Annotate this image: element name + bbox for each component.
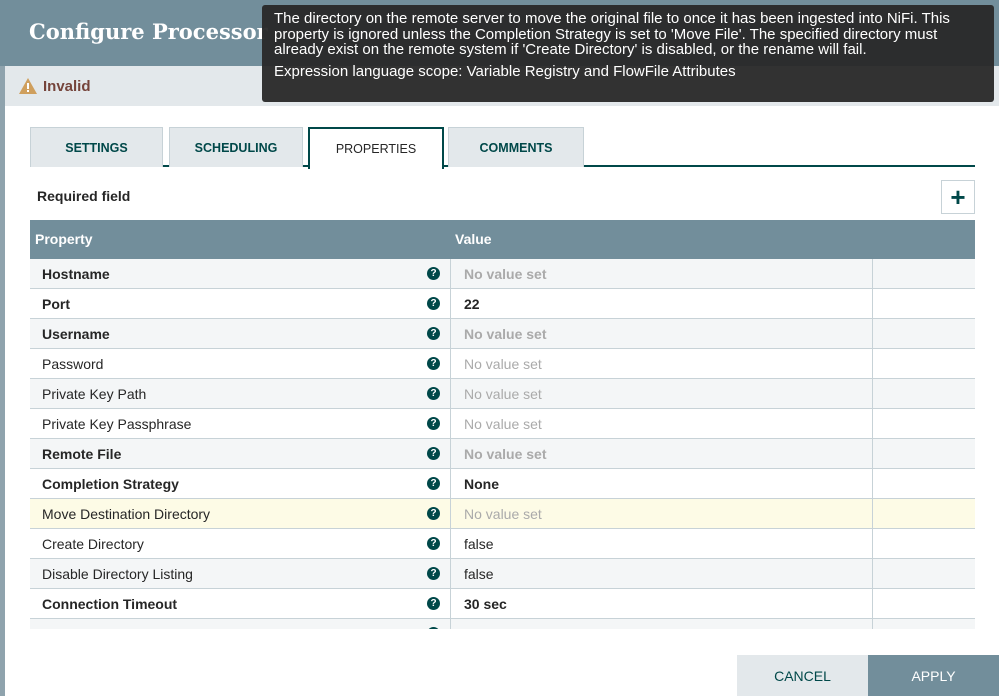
column-divider	[872, 319, 873, 349]
property-name: Data Timeout	[42, 626, 130, 629]
property-value[interactable]: 22	[464, 296, 480, 312]
property-name: Username	[42, 326, 110, 342]
required-field-legend: Required field	[37, 188, 131, 204]
help-icon[interactable]: ?	[427, 267, 440, 280]
table-row[interactable]: Remote File ? No value set	[30, 439, 975, 469]
property-value[interactable]: No value set	[464, 386, 542, 402]
table-row[interactable]: Connection Timeout ? 30 sec	[30, 589, 975, 619]
property-name: Remote File	[42, 446, 122, 462]
help-icon[interactable]: ?	[427, 357, 440, 370]
properties-table: Property Value Hostname ? No value set P…	[30, 220, 975, 629]
warning-icon	[19, 78, 37, 94]
property-name: Private Key Path	[42, 386, 147, 402]
column-header-value: Value	[455, 231, 492, 247]
tooltip-scope: Expression language scope: Variable Regi…	[274, 62, 736, 80]
help-icon[interactable]: ?	[427, 477, 440, 490]
column-divider	[450, 439, 451, 469]
property-value[interactable]: No value set	[464, 266, 547, 282]
property-value[interactable]: No value set	[464, 326, 547, 342]
property-name: Completion Strategy	[42, 476, 179, 492]
table-row[interactable]: Create Directory ? false	[30, 529, 975, 559]
table-row[interactable]: Disable Directory Listing ? false	[30, 559, 975, 589]
table-row[interactable]: Password ? No value set	[30, 349, 975, 379]
column-divider	[872, 499, 873, 529]
property-value[interactable]: None	[464, 476, 499, 492]
column-divider	[872, 559, 873, 589]
column-divider	[450, 529, 451, 559]
table-row[interactable]: Data Timeout ? 30 sec	[30, 619, 975, 629]
property-value[interactable]: No value set	[464, 446, 547, 462]
table-header: Property Value	[30, 220, 975, 259]
column-divider	[872, 469, 873, 499]
property-name: Password	[42, 356, 104, 372]
property-tooltip: The directory on the remote server to mo…	[262, 5, 994, 102]
column-divider	[872, 289, 873, 319]
column-divider	[450, 559, 451, 589]
column-divider	[450, 289, 451, 319]
column-divider	[450, 619, 451, 629]
table-row[interactable]: Completion Strategy ? None	[30, 469, 975, 499]
table-row[interactable]: Private Key Passphrase ? No value set	[30, 409, 975, 439]
column-divider	[872, 379, 873, 409]
column-header-property: Property	[35, 231, 93, 247]
table-row[interactable]: Move Destination Directory ? No value se…	[30, 499, 975, 529]
plus-icon: +	[950, 181, 966, 212]
property-name: Port	[42, 296, 70, 312]
property-name: Move Destination Directory	[42, 506, 211, 522]
help-icon[interactable]: ?	[427, 417, 440, 430]
help-icon[interactable]: ?	[427, 627, 440, 629]
table-row[interactable]: Hostname ? No value set	[30, 259, 975, 289]
property-name: Disable Directory Listing	[42, 566, 193, 582]
tab-comments[interactable]: COMMENTS	[448, 127, 584, 167]
cancel-button[interactable]: CANCEL	[737, 655, 868, 696]
apply-button[interactable]: APPLY	[868, 655, 999, 696]
tooltip-description: The directory on the remote server to mo…	[274, 10, 950, 58]
help-icon[interactable]: ?	[427, 567, 440, 580]
dialog-title: Configure Processor	[29, 19, 268, 44]
tab-properties[interactable]: PROPERTIES	[308, 127, 444, 169]
property-name: Connection Timeout	[42, 596, 178, 612]
property-value[interactable]: false	[464, 536, 494, 552]
help-icon[interactable]: ?	[427, 327, 440, 340]
help-icon[interactable]: ?	[427, 447, 440, 460]
column-divider	[450, 409, 451, 439]
property-name: Hostname	[42, 266, 110, 282]
column-divider	[450, 349, 451, 379]
column-divider	[450, 259, 451, 289]
table-row[interactable]: Username ? No value set	[30, 319, 975, 349]
property-value[interactable]: 30 sec	[464, 596, 507, 612]
window-border	[0, 0, 5, 696]
column-divider	[450, 499, 451, 529]
column-divider	[872, 409, 873, 439]
table-row[interactable]: Private Key Path ? No value set	[30, 379, 975, 409]
column-divider	[872, 619, 873, 629]
column-divider	[450, 469, 451, 499]
column-divider	[872, 439, 873, 469]
property-name: Private Key Passphrase	[42, 416, 192, 432]
property-value[interactable]: No value set	[464, 506, 542, 522]
add-property-button[interactable]: +	[941, 180, 975, 214]
table-row[interactable]: Port ? 22	[30, 289, 975, 319]
property-value[interactable]: No value set	[464, 416, 542, 432]
help-icon[interactable]: ?	[427, 297, 440, 310]
property-value[interactable]: false	[464, 566, 494, 582]
column-divider	[872, 259, 873, 289]
tab-settings[interactable]: SETTINGS	[30, 127, 163, 167]
help-icon[interactable]: ?	[427, 507, 440, 520]
property-value[interactable]: No value set	[464, 356, 542, 372]
status-text: Invalid	[43, 77, 91, 95]
help-icon[interactable]: ?	[427, 597, 440, 610]
column-divider	[450, 319, 451, 349]
tab-bar: SETTINGS SCHEDULING PROPERTIES COMMENTS	[30, 127, 975, 169]
column-divider	[872, 349, 873, 379]
column-divider	[450, 379, 451, 409]
help-icon[interactable]: ?	[427, 537, 440, 550]
tab-scheduling[interactable]: SCHEDULING	[169, 127, 303, 167]
column-divider	[872, 529, 873, 559]
column-divider	[872, 589, 873, 619]
help-icon[interactable]: ?	[427, 387, 440, 400]
property-value[interactable]: 30 sec	[464, 626, 507, 629]
column-divider	[450, 589, 451, 619]
property-name: Create Directory	[42, 536, 144, 552]
